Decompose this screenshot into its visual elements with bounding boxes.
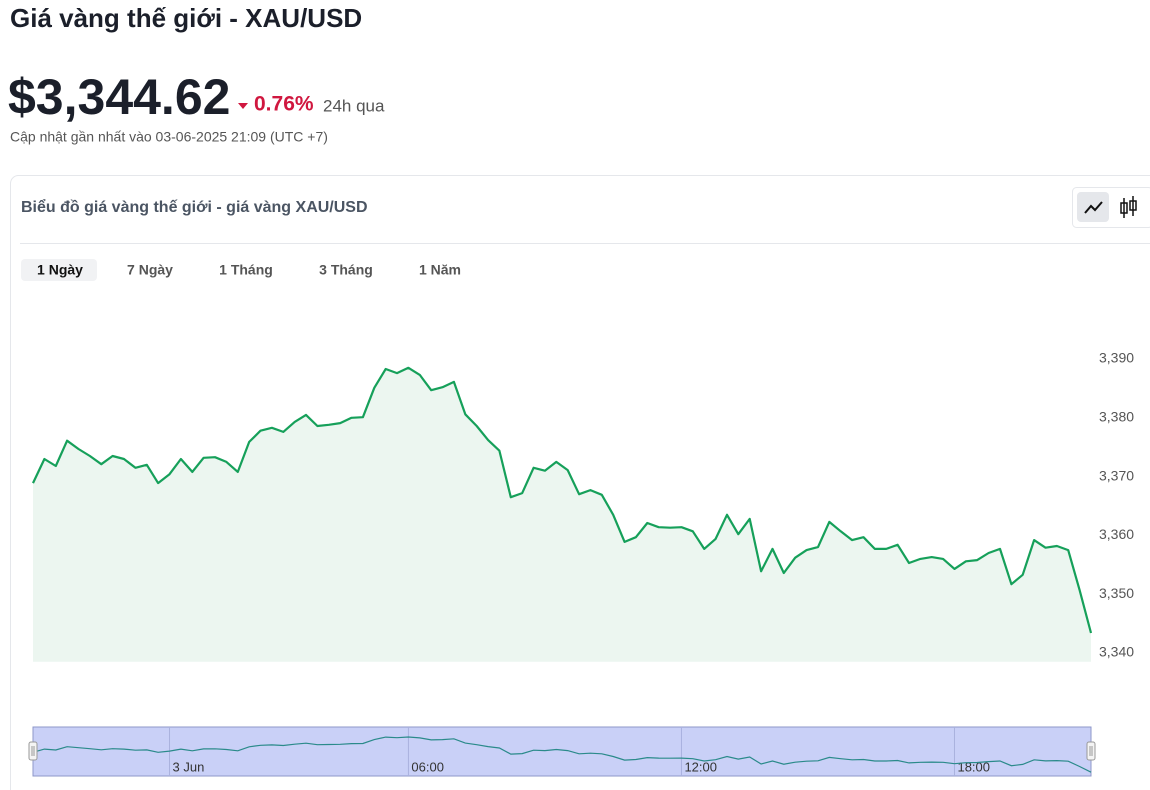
area	[33, 367, 1091, 662]
navigator-handle[interactable]	[1086, 741, 1096, 761]
candle-icon[interactable]	[1120, 196, 1137, 218]
tab-active-bg	[21, 259, 97, 281]
y-tick-label: 3,360	[1099, 526, 1134, 542]
tabs: 1 Ngày 7 Ngày 1 Tháng 3 Tháng 1 Năm	[21, 259, 461, 281]
price-line	[32, 366, 1093, 634]
y-tick-label: 3,380	[1099, 408, 1134, 424]
tab[interactable]: 1 Tháng	[219, 262, 273, 278]
tab[interactable]: 1 Năm	[419, 262, 461, 278]
chart: 3,340 3,350 3,360 3,370 3,380 3,390 3 Jun 06:00…	[28, 350, 1134, 777]
navigator-tick-label: 06:00	[411, 759, 444, 774]
period: 24h qua	[323, 96, 385, 115]
navigator-tick-label: 12:00	[684, 759, 717, 774]
tab[interactable]: 3 Tháng	[319, 262, 373, 278]
updated: Cập nhật gần nhất vào 03-06-2025 21:09 (…	[10, 129, 328, 145]
navigator-tick-label: 3 Jun	[173, 759, 205, 774]
y-tick-label: 3,340	[1099, 644, 1134, 660]
navigator-handle[interactable]	[28, 741, 38, 761]
price: $3,344.62	[8, 69, 230, 125]
line-icon	[1084, 201, 1103, 214]
page-title: Giá vàng thế giới - XAU/USD	[10, 3, 362, 33]
y-tick-label: 3,370	[1099, 467, 1134, 483]
change: 0.76%	[254, 93, 314, 116]
card-title: Biểu đồ giá vàng thế giới - giá vàng XAU…	[21, 198, 368, 216]
tab[interactable]: 7 Ngày	[127, 262, 173, 278]
down-arrow	[238, 103, 248, 109]
y-tick-label: 3,350	[1099, 585, 1134, 601]
tab[interactable]: 1 Ngày	[37, 262, 83, 278]
y-tick-label: 3,390	[1099, 350, 1134, 366]
navigator-line	[32, 736, 1092, 773]
